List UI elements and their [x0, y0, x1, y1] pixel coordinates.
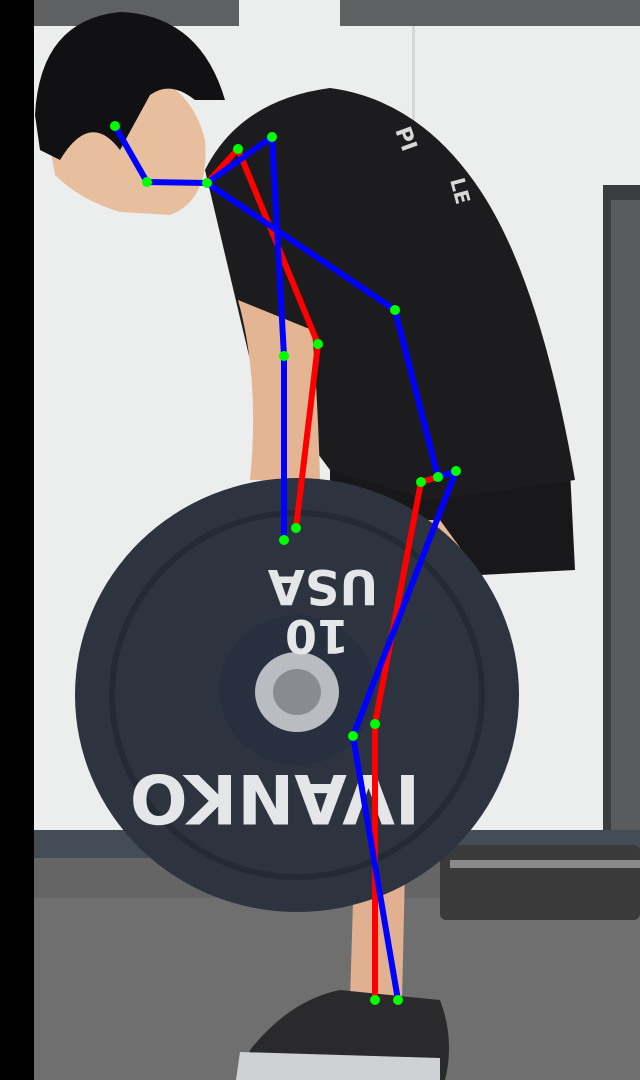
keypoint-right-hip: [451, 466, 461, 476]
pose-limb-right-thigh: [350, 468, 459, 739]
door-frame-inner: [611, 200, 640, 840]
keypoint-left-shoulder: [233, 144, 243, 154]
pose-limb-eye-neck: [144, 179, 210, 186]
keypoint-right-wrist: [279, 535, 289, 545]
keypoint-nose: [110, 121, 120, 131]
keypoint-right-knee: [348, 731, 358, 741]
keypoint-left-wrist: [291, 523, 301, 533]
keypoint-left-knee: [370, 719, 380, 729]
left-black-border: [0, 0, 34, 1080]
keypoint-left-hip: [416, 477, 426, 487]
pose-limb-left-thigh: [372, 479, 424, 727]
athlete-arm: [238, 300, 320, 480]
keypoint-right-shoulder: [267, 132, 277, 142]
pose-keypoints: [110, 121, 461, 1005]
keypoint-right-ankle: [393, 995, 403, 1005]
pose-limb-right-shin: [350, 733, 401, 1003]
pose-limb-left-forearm: [293, 341, 321, 531]
pose-limb-right-upper-arm: [269, 134, 287, 359]
keypoint-right-elbow: [279, 351, 289, 361]
athlete-shorts: [330, 470, 575, 575]
athlete-hair: [35, 12, 225, 160]
plate-origin-text: USA: [268, 558, 379, 614]
keypoint-left-ankle: [370, 995, 380, 1005]
pose-limb-neck-right-shoulder: [204, 134, 275, 186]
athlete-shoe-sole: [236, 1052, 440, 1080]
floor-rack-equipment: [440, 845, 640, 920]
keypoint-right-eye: [142, 177, 152, 187]
pose-limb-nose-eye: [112, 123, 150, 185]
keypoint-left-elbow: [313, 339, 323, 349]
keypoint-hip-center: [433, 472, 443, 482]
pose-limb-lower-back: [392, 307, 441, 480]
floor-rack-highlight: [450, 860, 640, 868]
barbell-sleeve-inner: [273, 669, 321, 715]
plate-weight-text: 10: [285, 609, 349, 663]
pose-limb-spine: [204, 180, 398, 313]
ceiling-panel-right: [340, 0, 640, 26]
keypoint-mid-back: [390, 305, 400, 315]
plate-brand-text: IVANKO: [130, 758, 420, 837]
pose-skeleton-right-side: [112, 123, 459, 1003]
keypoint-neck: [202, 178, 212, 188]
